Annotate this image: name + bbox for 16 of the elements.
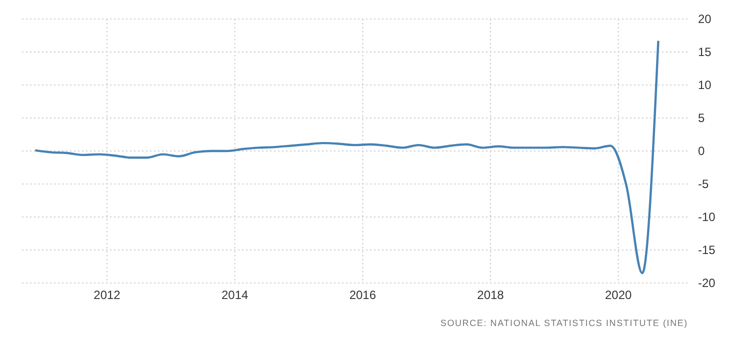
y-tick-label: -20 [698, 276, 716, 290]
y-tick-label: 20 [698, 12, 712, 26]
y-tick-label: 5 [698, 111, 705, 126]
source-note: SOURCE: NATIONAL STATISTICS INSTITUTE (INE) [440, 318, 688, 328]
line-series [34, 40, 660, 274]
x-tick-label: 2018 [477, 288, 504, 302]
y-tick-label: -5 [698, 177, 709, 192]
x-tick-label: 2014 [221, 288, 249, 302]
y-tick-label: 15 [698, 45, 712, 60]
x-tick-label: 2016 [349, 288, 376, 302]
y-tick-label: -15 [698, 243, 716, 258]
y-tick-label: 10 [698, 78, 712, 92]
x-tick-label: 2020 [604, 288, 632, 302]
y-tick-label: 0 [698, 144, 705, 158]
y-tick-label: -10 [698, 210, 716, 224]
x-tick-label: 2012 [94, 288, 121, 302]
